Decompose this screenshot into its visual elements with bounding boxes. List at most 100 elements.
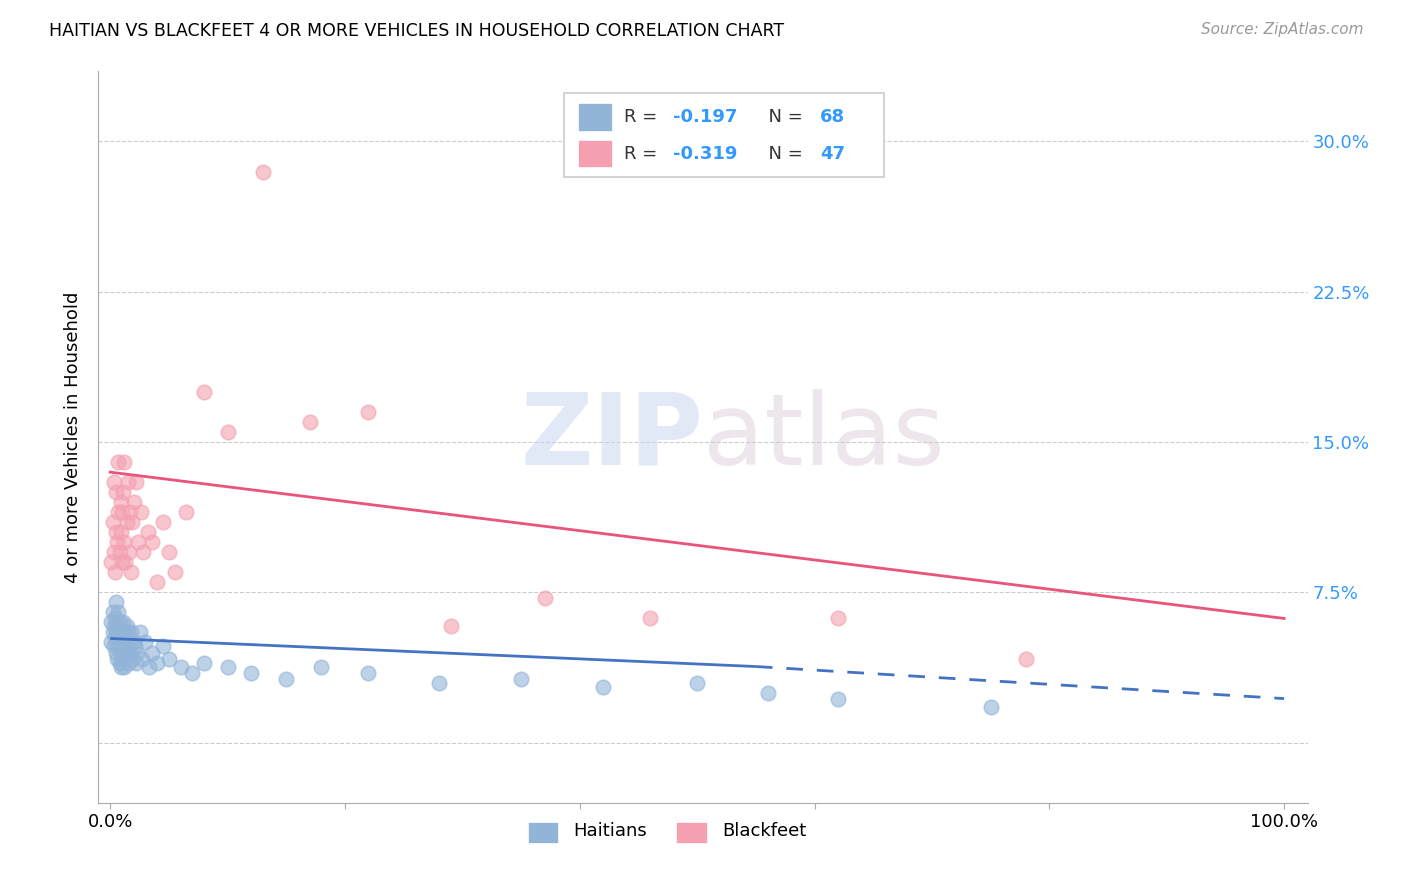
Text: 68: 68	[820, 108, 845, 126]
Point	[112, 615, 135, 630]
Point	[152, 515, 174, 529]
Text: Source: ZipAtlas.com: Source: ZipAtlas.com	[1201, 22, 1364, 37]
Point	[118, 635, 141, 649]
Point	[101, 625, 124, 640]
Point	[124, 640, 146, 654]
Point	[127, 535, 149, 549]
Point	[112, 535, 135, 549]
Point	[111, 505, 134, 519]
Point	[105, 535, 128, 549]
Point	[146, 575, 169, 590]
Point	[112, 455, 135, 469]
Point	[111, 651, 134, 665]
Point	[117, 475, 139, 490]
Point	[110, 625, 132, 640]
Point	[100, 555, 122, 569]
Point	[240, 665, 263, 680]
Point	[176, 505, 198, 519]
Point	[146, 656, 169, 670]
Point	[103, 619, 125, 633]
Point	[100, 615, 122, 630]
Point	[217, 425, 239, 439]
Point	[169, 659, 191, 673]
Point	[157, 651, 180, 665]
Point	[112, 485, 135, 500]
Point	[110, 646, 132, 660]
Point	[110, 525, 132, 540]
Point	[131, 651, 153, 665]
Point	[108, 545, 131, 559]
Point	[252, 164, 274, 178]
Text: Haitians: Haitians	[574, 822, 647, 839]
Point	[111, 624, 134, 638]
Point	[141, 535, 163, 549]
Point	[105, 525, 128, 540]
Point	[107, 606, 129, 620]
Point	[357, 405, 380, 419]
Point	[181, 665, 204, 680]
Point	[118, 545, 141, 559]
Point	[533, 591, 555, 606]
Point	[152, 640, 174, 654]
Point	[439, 619, 461, 633]
Text: -0.197: -0.197	[672, 108, 737, 126]
Point	[105, 595, 128, 609]
Text: 47: 47	[820, 145, 845, 163]
Bar	[676, 822, 707, 843]
Point	[105, 646, 128, 660]
Point	[104, 632, 127, 646]
Text: R =: R =	[624, 108, 664, 126]
Text: N =: N =	[758, 108, 808, 126]
Point	[107, 640, 129, 654]
Point	[129, 505, 152, 519]
Point	[107, 455, 129, 469]
Point	[122, 495, 145, 509]
Point	[114, 555, 136, 569]
Point	[120, 505, 142, 519]
Point	[134, 635, 156, 649]
Point	[112, 659, 135, 673]
Text: Blackfeet: Blackfeet	[723, 822, 807, 839]
FancyBboxPatch shape	[564, 94, 884, 178]
Point	[427, 675, 450, 690]
Point	[125, 475, 148, 490]
Text: ZIP: ZIP	[520, 389, 703, 485]
Point	[114, 635, 136, 649]
Point	[136, 525, 159, 540]
Point	[110, 495, 132, 509]
Point	[108, 632, 131, 646]
Text: atlas: atlas	[703, 389, 945, 485]
Y-axis label: 4 or more Vehicles in Household: 4 or more Vehicles in Household	[65, 292, 83, 582]
Point	[311, 659, 333, 673]
Point	[111, 555, 134, 569]
Point	[103, 545, 125, 559]
Point	[105, 625, 128, 640]
Point	[103, 640, 125, 654]
Point	[827, 611, 849, 625]
Text: HAITIAN VS BLACKFEET 4 OR MORE VEHICLES IN HOUSEHOLD CORRELATION CHART: HAITIAN VS BLACKFEET 4 OR MORE VEHICLES …	[49, 22, 785, 40]
Point	[125, 656, 148, 670]
Text: R =: R =	[624, 145, 664, 163]
Point	[127, 646, 149, 660]
Point	[105, 485, 128, 500]
Text: N =: N =	[758, 145, 808, 163]
Point	[120, 625, 142, 640]
Point	[114, 651, 136, 665]
Point	[108, 656, 131, 670]
Point	[112, 646, 135, 660]
Point	[827, 691, 849, 706]
Bar	[578, 103, 613, 131]
Point	[122, 635, 145, 649]
Point	[756, 685, 779, 699]
Point	[120, 646, 142, 660]
Point	[120, 566, 142, 580]
Point	[298, 415, 321, 429]
Point	[157, 545, 180, 559]
Point	[138, 659, 160, 673]
Point	[193, 656, 215, 670]
Point	[510, 672, 533, 686]
Point	[193, 384, 215, 399]
Point	[110, 659, 132, 673]
Point	[217, 659, 239, 673]
Point	[104, 611, 127, 625]
